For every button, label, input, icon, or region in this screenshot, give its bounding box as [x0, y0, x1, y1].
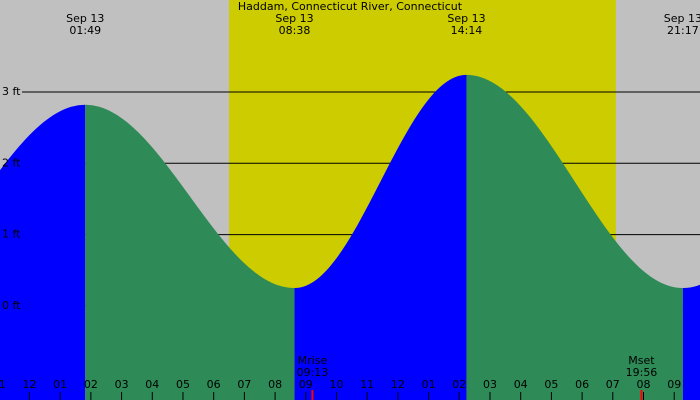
x-tick-label: 02	[84, 378, 98, 391]
y-tick-label: 2 ft	[2, 156, 21, 169]
tide-time: 08:38	[279, 24, 311, 37]
x-tick-label: 03	[115, 378, 129, 391]
tide-date: Sep 13	[275, 12, 313, 25]
x-tick-label: 07	[237, 378, 251, 391]
tide-time: 21:17	[667, 24, 699, 37]
tide-time: 01:49	[69, 24, 101, 37]
x-tick-label: 06	[207, 378, 221, 391]
y-tick-label: 1 ft	[2, 228, 21, 241]
y-tick-label: 3 ft	[2, 85, 21, 98]
tide-area	[682, 284, 700, 400]
moon-time: 09:13	[297, 366, 329, 379]
tide-area	[85, 104, 295, 400]
x-tick-label: 01	[422, 378, 436, 391]
x-tick-label: 04	[145, 378, 159, 391]
x-tick-label: 08	[268, 378, 282, 391]
x-tick-label: 10	[329, 378, 343, 391]
tide-area	[0, 104, 86, 400]
y-tick-label: 0 ft	[2, 299, 21, 312]
tide-time: 14:14	[451, 24, 483, 37]
moon-time: 19:56	[626, 366, 658, 379]
tide-area	[466, 74, 683, 400]
x-tick-label: 08	[637, 378, 651, 391]
x-tick-label: 05	[544, 378, 558, 391]
x-tick-label: 05	[176, 378, 190, 391]
tide-area	[294, 74, 467, 400]
x-tick-label: 09	[299, 378, 313, 391]
x-tick-label: 11	[0, 378, 6, 391]
x-tick-label: 07	[606, 378, 620, 391]
tide-date: Sep 13	[447, 12, 485, 25]
x-tick-label: 11	[360, 378, 374, 391]
tide-date: Sep 13	[664, 12, 700, 25]
chart-title: Haddam, Connecticut River, Connecticut	[238, 0, 463, 13]
tide-date: Sep 13	[66, 12, 104, 25]
moon-label: Mset	[628, 354, 655, 367]
x-tick-label: 03	[483, 378, 497, 391]
x-tick-label: 12	[22, 378, 36, 391]
x-tick-label: 01	[53, 378, 67, 391]
x-tick-label: 06	[575, 378, 589, 391]
x-tick-label: 02	[452, 378, 466, 391]
x-tick-label: 04	[514, 378, 528, 391]
moon-label: Mrise	[298, 354, 328, 367]
x-tick-label: 12	[391, 378, 405, 391]
x-tick-label: 09	[667, 378, 681, 391]
